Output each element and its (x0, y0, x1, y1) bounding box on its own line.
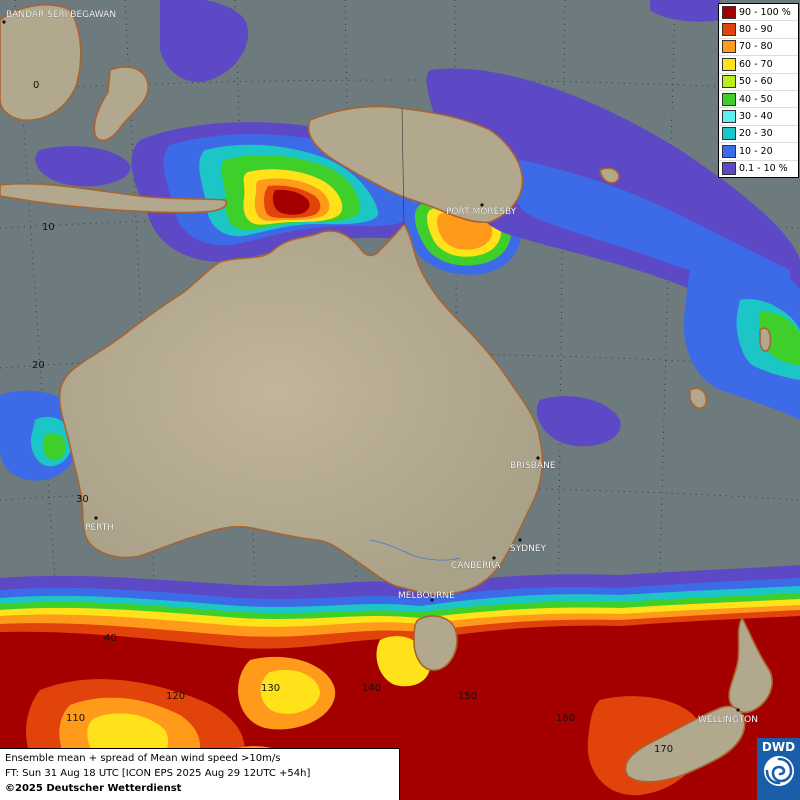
legend-row: 90 - 100 % (719, 4, 798, 22)
city-label-perth: PERTH (85, 523, 114, 533)
legend-label: 20 - 30 (739, 128, 773, 140)
forecast-info-box: Ensemble mean + spread of Mean wind spee… (0, 748, 400, 800)
lon-label-120: 120 (166, 691, 185, 702)
sulawesi-land (93, 66, 149, 142)
info-forecast-time: FT: Sun 31 Aug 18 UTC [ICON EPS 2025 Aug… (5, 768, 311, 779)
city-label-bandar: BANDAR SERI BEGAWAN (6, 10, 116, 20)
legend-row: 60 - 70 (719, 56, 798, 74)
legend-swatch (722, 127, 736, 141)
dwd-logo-text: DWD (761, 740, 796, 754)
legend-label: 70 - 80 (739, 41, 773, 53)
info-product-title: Ensemble mean + spread of Mean wind spee… (5, 753, 281, 764)
legend-row: 80 - 90 (719, 21, 798, 39)
lon-label-110: 110 (66, 713, 85, 724)
legend-label: 50 - 60 (739, 76, 773, 88)
lat-label-30: 30 (76, 494, 89, 505)
legend-label: 0.1 - 10 % (739, 163, 788, 175)
lon-label-170: 170 (654, 744, 673, 755)
lon-label-160: 160 (556, 713, 575, 724)
legend-swatch (722, 40, 736, 54)
legend-row: 20 - 30 (719, 126, 798, 144)
legend-swatch (722, 5, 736, 19)
tasmania-land (413, 615, 458, 671)
legend-row: 0.1 - 10 % (719, 161, 798, 177)
legend-row: 10 - 20 (719, 143, 798, 161)
legend-label: 30 - 40 (739, 111, 773, 123)
nz-north-land (728, 617, 773, 714)
city-label-wellington: WELLINGTON (698, 715, 758, 725)
nz-south-land (624, 705, 746, 783)
legend-row: 30 - 40 (719, 108, 798, 126)
legend-row: 50 - 60 (719, 74, 798, 91)
legend-swatch (722, 23, 736, 37)
probability-legend: 90 - 100 % 80 - 90 70 - 80 60 - 70 50 - 60 40… (718, 3, 799, 178)
lat-label-20: 20 (32, 360, 45, 371)
legend-swatch (722, 57, 736, 71)
lat-label-10: 10 (42, 222, 55, 233)
city-label-canberra: CANBERRA (451, 561, 501, 571)
legend-label: 60 - 70 (739, 58, 773, 70)
lat-label-0: 0 (33, 80, 39, 91)
legend-swatch (722, 110, 736, 124)
lon-label-140: 140 (362, 683, 381, 694)
lat-label-40: 40 (104, 633, 117, 644)
new-guinea-land (307, 105, 524, 224)
legend-row: 40 - 50 (719, 91, 798, 109)
legend-row: 70 - 80 (719, 39, 798, 57)
landmasses (0, 4, 773, 783)
legend-swatch (722, 144, 736, 158)
borders (369, 107, 461, 561)
legend-swatch (722, 92, 736, 106)
lon-label-130: 130 (261, 683, 280, 694)
city-label-melbourne: MELBOURNE (398, 591, 455, 601)
city-markers: BANDAR SERI BEGAWAN PORT MORESBY BRISBAN… (2, 10, 758, 725)
city-label-brisbane: BRISBANE (510, 461, 556, 471)
city-label-port-moresby: PORT MORESBY (446, 207, 517, 217)
legend-swatch (722, 75, 736, 89)
legend-swatch (722, 162, 736, 176)
dwd-swirl-icon (763, 756, 794, 786)
legend-label: 10 - 20 (739, 145, 773, 157)
australia-land (58, 223, 544, 596)
grid-labels: 0 10 20 30 40 110 120 130 140 150 160 17… (32, 80, 673, 755)
legend-label: 90 - 100 % (739, 6, 791, 18)
lon-label-150: 150 (458, 691, 477, 702)
legend-label: 80 - 90 (739, 24, 773, 36)
city-label-sydney: SYDNEY (510, 544, 547, 554)
lesser-sunda-land (0, 182, 228, 214)
borneo-land (0, 4, 82, 121)
dwd-logo: DWD (757, 738, 800, 800)
info-copyright: ©2025 Deutscher Wetterdienst (5, 783, 182, 794)
legend-label: 40 - 50 (739, 93, 773, 105)
